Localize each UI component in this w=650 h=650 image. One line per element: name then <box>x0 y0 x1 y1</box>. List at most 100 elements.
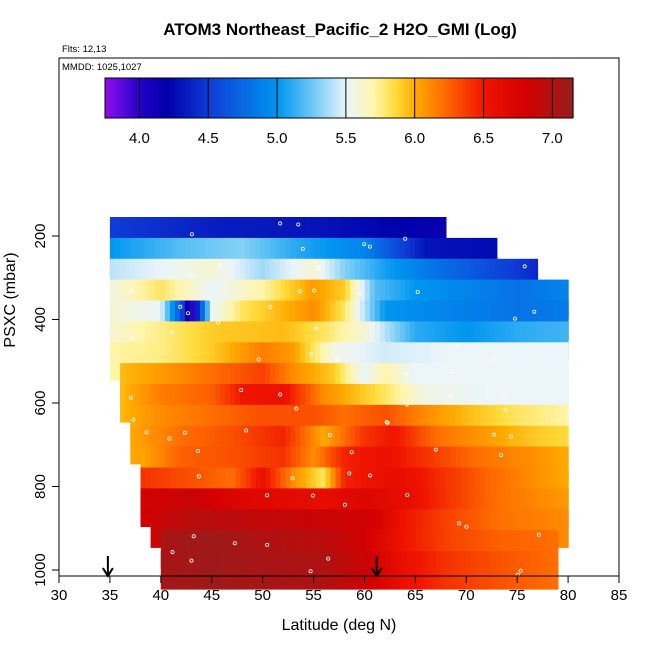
heatmap-cell <box>189 258 196 298</box>
colorbar-segment <box>267 78 270 118</box>
heatmap-cell <box>319 237 326 277</box>
heatmap-cell <box>380 384 386 423</box>
heatmap-cell <box>155 363 161 402</box>
heatmap-cell <box>465 551 472 590</box>
heatmap-cell <box>320 363 326 402</box>
heatmap-cell <box>425 384 431 423</box>
heatmap-cell <box>485 467 492 507</box>
heatmap-cell <box>499 258 506 298</box>
heatmap-cell <box>300 363 306 402</box>
heatmap-cell <box>544 300 551 340</box>
heatmap-cell <box>264 300 271 340</box>
heatmap-cell <box>515 363 521 402</box>
heatmap-cell <box>270 446 277 486</box>
heatmap-cell <box>390 404 396 444</box>
sample-marker <box>404 372 409 377</box>
colorbar-segment <box>553 78 556 118</box>
heatmap-cell <box>560 363 566 402</box>
heatmap-cell <box>234 342 241 381</box>
heatmap-cell <box>260 404 266 444</box>
sample-marker <box>167 436 172 441</box>
heatmap-cell <box>525 530 532 569</box>
colorbar-segment <box>477 78 480 118</box>
heatmap-cell <box>495 467 502 507</box>
heatmap-cell <box>179 321 186 360</box>
heatmap-cell <box>314 258 321 298</box>
heatmap-cell <box>320 384 326 423</box>
colorbar-segment <box>289 78 292 118</box>
heatmap-cell <box>460 425 466 465</box>
heatmap-cell <box>130 404 136 444</box>
heatmap-cell <box>230 425 236 465</box>
colorbar-segment <box>273 78 276 118</box>
heatmap-cell <box>289 217 296 256</box>
heatmap-cell <box>195 467 202 507</box>
sample-marker <box>327 432 332 437</box>
heatmap-cell <box>355 404 361 444</box>
heatmap-cell <box>295 530 302 569</box>
heatmap-cell <box>564 321 569 360</box>
heatmap-cell <box>164 321 171 360</box>
colorbar-segment <box>417 78 420 118</box>
heatmap-cell <box>299 342 306 381</box>
heatmap-cell <box>240 551 247 590</box>
colorbar-segment <box>321 78 324 118</box>
heatmap-cell <box>530 467 537 507</box>
heatmap-cell <box>190 488 197 527</box>
heatmap-cell <box>444 279 451 319</box>
heatmap-cell <box>565 384 569 423</box>
heatmap-cell <box>280 425 286 465</box>
heatmap-cell <box>479 279 486 319</box>
heatmap-cell <box>414 279 421 319</box>
heatmap-cell <box>409 217 416 256</box>
heatmap-cell <box>384 217 391 256</box>
heatmap-cell <box>170 425 176 465</box>
heatmap-cell <box>490 467 497 507</box>
heatmap-cell <box>540 404 546 444</box>
heatmap-cell <box>434 279 441 319</box>
heatmap-cell <box>134 217 141 256</box>
heatmap-cell <box>424 342 431 381</box>
heatmap-cell <box>370 467 377 507</box>
heatmap-cell <box>205 551 212 590</box>
colorbar-segment <box>561 78 564 118</box>
heatmap-cell <box>315 384 321 423</box>
sample-marker <box>189 558 194 563</box>
heatmap-cell <box>439 321 446 360</box>
heatmap-cell <box>299 237 306 277</box>
heatmap-cell <box>219 342 226 381</box>
heatmap-cell <box>464 279 471 319</box>
heatmap-cell <box>274 279 281 319</box>
heatmap-cell <box>310 363 316 402</box>
heatmap-cell <box>325 404 331 444</box>
heatmap-cell <box>260 425 266 465</box>
heatmap-cell <box>525 488 532 527</box>
heatmap-cell <box>364 321 371 360</box>
heatmap-cell <box>444 321 451 360</box>
heatmap-cell <box>550 530 557 569</box>
heatmap-cell <box>474 279 481 319</box>
heatmap-cell <box>245 404 251 444</box>
colorbar-segment <box>489 78 492 118</box>
heatmap-cell <box>560 488 567 527</box>
heatmap-cell <box>369 342 376 381</box>
heatmap-cell <box>370 363 376 402</box>
colorbar-segment <box>199 78 202 118</box>
heatmap-cell <box>544 279 551 319</box>
y-tick-label: 600 <box>32 390 49 415</box>
heatmap-cell <box>355 467 362 507</box>
heatmap-cell <box>179 217 186 256</box>
heatmap-cell <box>290 446 297 486</box>
colorbar-segment <box>419 78 422 118</box>
sample-marker <box>185 311 190 316</box>
heatmap-cell <box>190 384 196 423</box>
heatmap-cell <box>165 425 171 465</box>
heatmap-cell <box>320 488 327 527</box>
heatmap-cell <box>400 509 407 548</box>
colorbar-segment <box>183 78 186 118</box>
colorbar-segment <box>197 78 200 118</box>
colorbar-segment <box>523 78 526 118</box>
heatmap-cell <box>484 300 491 340</box>
colorbar-segment <box>483 78 486 118</box>
heatmap-cell <box>274 342 281 381</box>
